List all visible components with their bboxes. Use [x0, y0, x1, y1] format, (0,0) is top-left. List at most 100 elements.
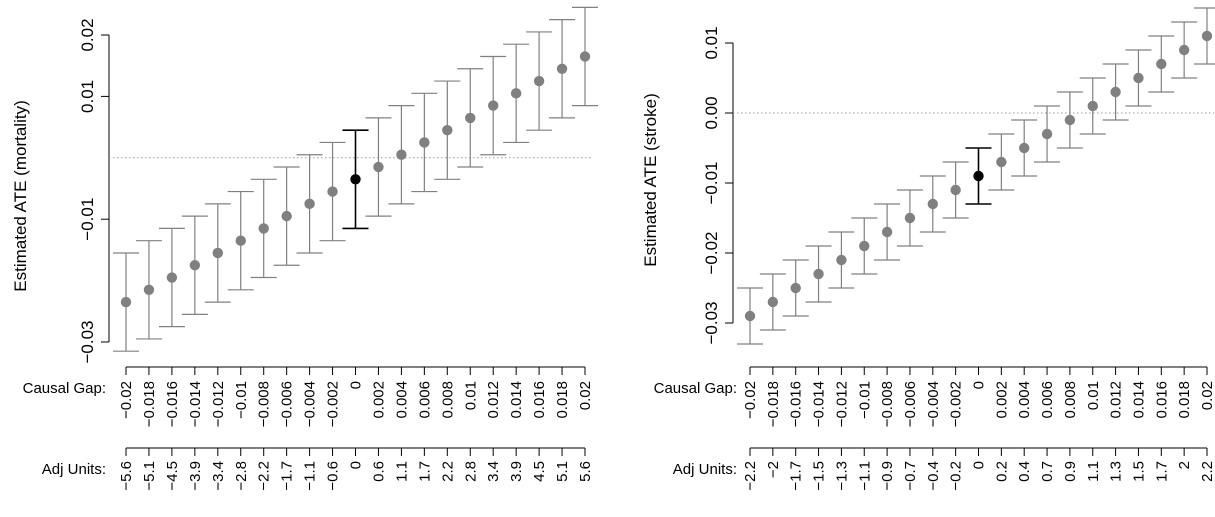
estimate-point: [904, 212, 916, 224]
estimate-point: [212, 247, 223, 259]
adj-units-tick-label: −1.1: [856, 461, 873, 491]
causal-gap-tick-label: −0.018: [141, 381, 158, 427]
adj-units-tick-label: 0: [348, 461, 365, 469]
estimate-point: [327, 186, 338, 197]
panel-1: Estimated ATE (mortality) −0.03 −0.01 0.01 0…: [11, 6, 598, 491]
y-tick-label: 0.02: [78, 18, 97, 51]
causal-gap-tick-label: −0.008: [256, 381, 273, 427]
y-tick-label: −0.01: [78, 198, 97, 241]
causal-gap-tick-label: 0: [971, 381, 988, 389]
causal-gap-tick-label: −0.008: [879, 381, 896, 427]
causal-gap-tick-label: −0.02: [118, 381, 135, 419]
causal-gap-tick-label: 0.02: [1199, 381, 1215, 410]
adj-units-tick-label: 5.1: [554, 461, 571, 482]
causal-gap-tick-label: −0.018: [765, 381, 782, 427]
estimate-point: [950, 184, 961, 196]
causal-gap-tick-label: 0.014: [508, 381, 525, 419]
adj-units-tick-label: −2.8: [233, 461, 250, 491]
estimate-point: [373, 161, 384, 173]
causal-gap-tick-label: −0.012: [210, 381, 227, 427]
estimate-point: [836, 254, 847, 266]
adj-units-row-label: Adj Units:: [42, 461, 106, 478]
estimate-point: [396, 149, 407, 160]
estimate-point: [1110, 86, 1121, 98]
causal-gap-tick-label: 0.018: [554, 381, 571, 419]
causal-gap-tick-label: 0.008: [1062, 381, 1079, 419]
estimate-point: [235, 235, 246, 246]
adj-units-tick-label: −0.7: [902, 461, 919, 491]
estimate-point: [1087, 100, 1098, 112]
causal-gap-tick-label: −0.016: [788, 381, 805, 427]
estimate-point: [281, 210, 292, 222]
y-tick-label: −0.03: [78, 320, 97, 363]
estimate-point: [166, 272, 178, 283]
estimate-point: [1156, 58, 1167, 70]
adj-units-tick-label: 1.1: [393, 461, 410, 482]
causal-gap-tick-label: −0.014: [187, 381, 204, 427]
estimate-point: [744, 310, 756, 322]
adj-units-tick-label: −2.2: [742, 461, 759, 491]
estimate-point: [1041, 128, 1053, 140]
causal-gap-tick-label: −0.006: [902, 381, 919, 427]
y-tick-label: −0.02: [702, 231, 721, 274]
estimate-point: [533, 75, 545, 87]
causal-gap-tick-label: 0.012: [1108, 381, 1125, 419]
adj-units-tick-label: 0: [971, 461, 988, 469]
adj-units-tick-label: 1.7: [416, 461, 433, 482]
adj-units-tick-label: −0.6: [325, 461, 342, 491]
adj-units-tick-label: 1.3: [1108, 461, 1125, 482]
causal-gap-tick-label: 0.016: [1153, 381, 1170, 419]
causal-gap-tick-label: 0.002: [993, 381, 1010, 419]
adj-units-tick-label: 0.9: [1062, 461, 1079, 482]
estimate-point: [996, 156, 1007, 168]
causal-gap-tick-label: −0.004: [925, 381, 942, 427]
adj-units-tick-label: −1.1: [302, 461, 319, 491]
adj-units-tick-label: −3.4: [210, 461, 227, 491]
causal-gap-tick-label: 0.01: [1085, 381, 1102, 410]
estimate-point: [488, 100, 499, 111]
adj-units-tick-label: 2: [1176, 461, 1193, 469]
causal-gap-tick-label: −0.004: [302, 381, 319, 427]
estimate-point: [1018, 142, 1030, 154]
adj-units-tick-label: 0.6: [370, 461, 387, 482]
causal-gap-tick-label: 0.002: [370, 381, 387, 419]
estimate-point: [510, 88, 522, 99]
estimate-point: [120, 296, 132, 308]
estimate-point: [258, 223, 269, 234]
estimate-point: [442, 124, 453, 136]
estimate-point: [189, 260, 201, 271]
adj-units-tick-label: −0.9: [879, 461, 896, 491]
estimate-point: [1178, 44, 1190, 56]
estimate-point: [927, 198, 938, 210]
causal-gap-tick-label: −0.012: [833, 381, 850, 427]
estimate-point: [881, 226, 893, 238]
causal-gap-tick-label: −0.01: [233, 381, 250, 419]
causal-gap-tick-label: 0.004: [393, 381, 410, 419]
adj-units-tick-label: −0.2: [948, 461, 965, 491]
adj-units-tick-label: −5.1: [141, 461, 158, 491]
y-tick-label: 0.01: [702, 26, 721, 59]
estimate-point: [304, 198, 315, 210]
estimate-point: [813, 268, 824, 280]
adj-units-tick-label: 1.1: [1085, 461, 1102, 482]
adj-units-tick-label: 0.4: [1016, 461, 1033, 482]
causal-gap-tick-label: 0.014: [1130, 381, 1147, 419]
adj-units-tick-label: 5.6: [577, 461, 594, 482]
causal-gap-row-label: Causal Gap:: [23, 380, 106, 397]
causal-gap-tick-label: 0.01: [462, 381, 479, 410]
causal-gap-tick-label: −0.014: [811, 381, 828, 427]
causal-gap-tick-label: 0.008: [439, 381, 456, 419]
causal-gap-tick-label: 0.02: [577, 381, 594, 410]
estimate-point: [1064, 114, 1076, 126]
causal-gap-tick-label: 0.006: [416, 381, 433, 419]
highlight-point: [973, 170, 984, 182]
adj-units-tick-label: 2.2: [1199, 461, 1215, 482]
adj-units-tick-label: 1.7: [1153, 461, 1170, 482]
causal-gap-tick-label: −0.016: [164, 381, 181, 427]
y-tick-label: −0.03: [702, 301, 721, 344]
causal-gap-tick-label: −0.002: [948, 381, 965, 427]
estimate-point: [143, 284, 155, 296]
adj-units-tick-label: −0.4: [925, 461, 942, 491]
estimate-point: [1201, 30, 1213, 42]
causal-gap-tick-label: −0.02: [742, 381, 759, 419]
